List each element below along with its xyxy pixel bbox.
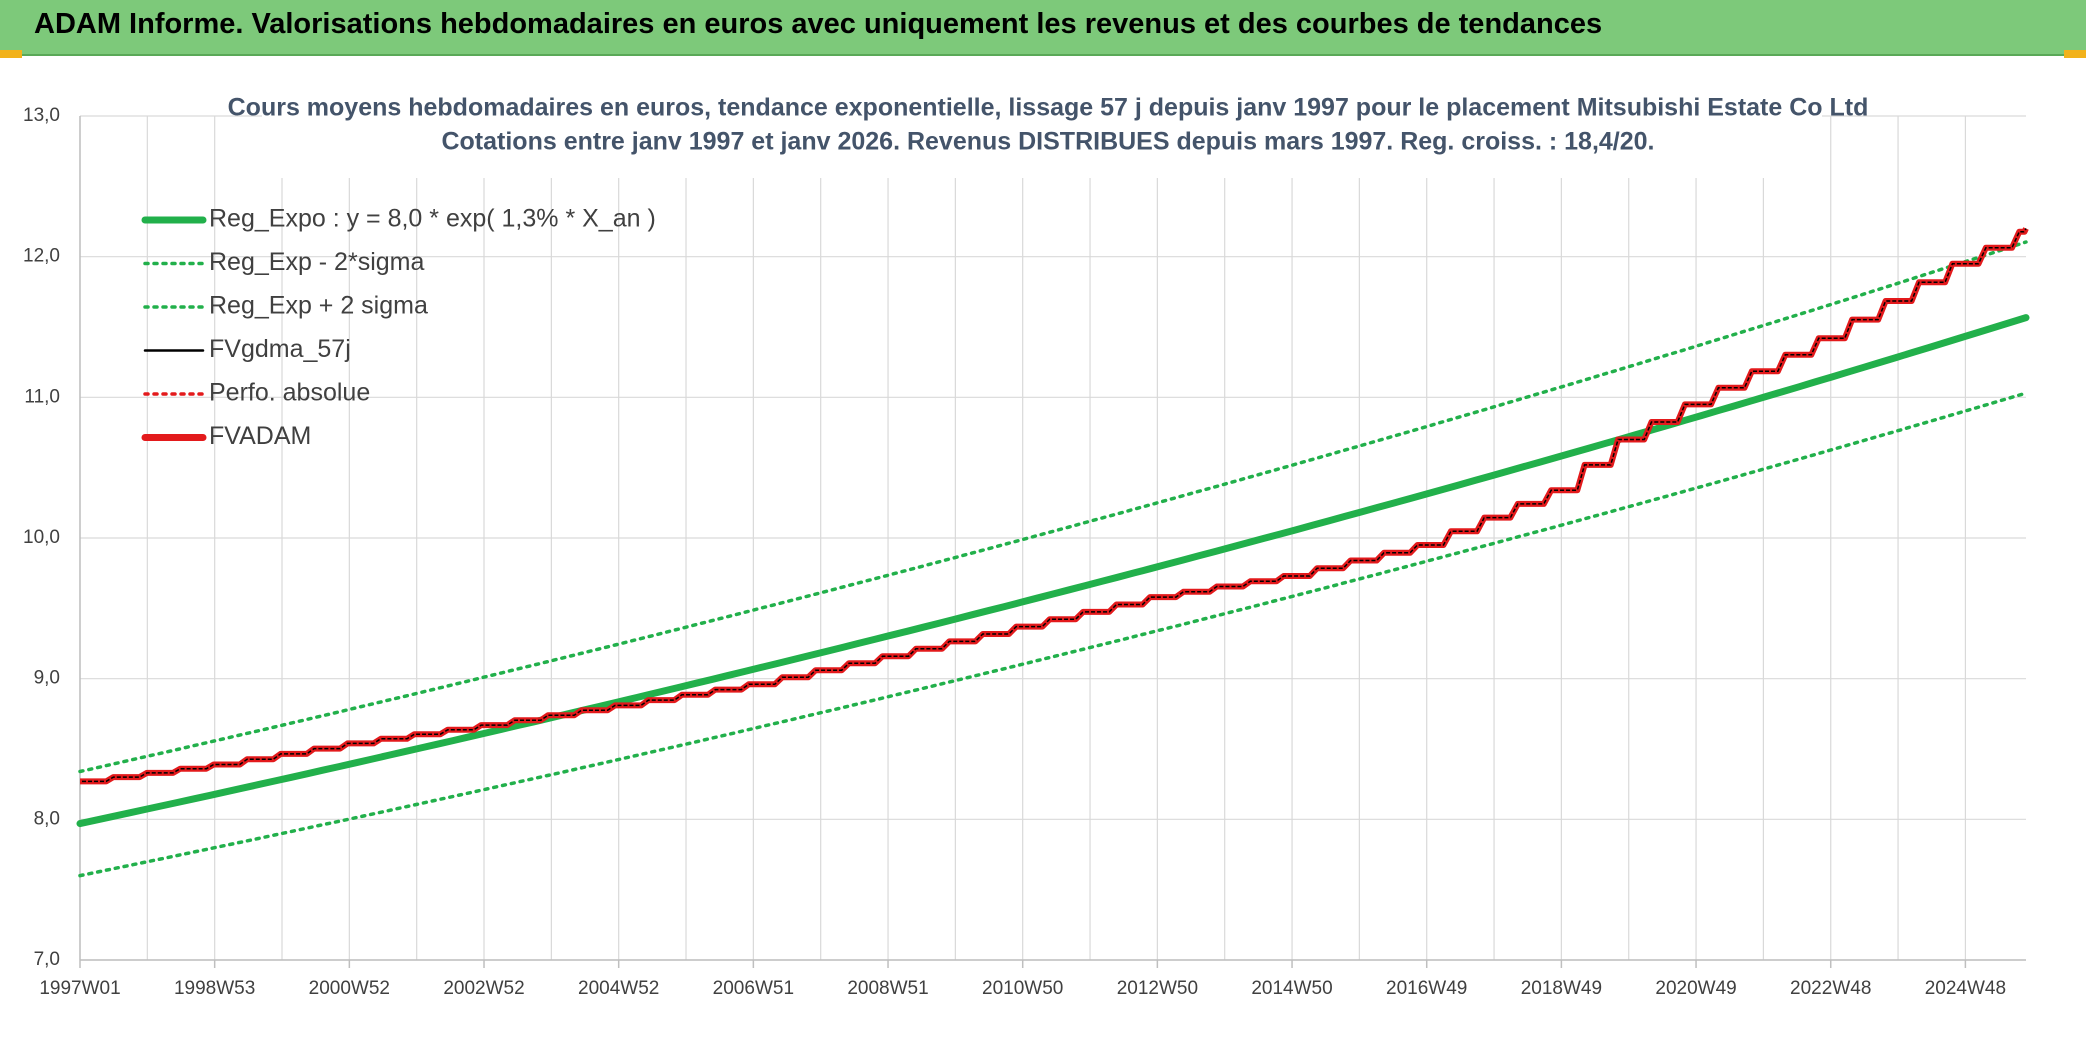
series-line-1 <box>78 391 2028 878</box>
title-backdrop <box>262 88 1822 178</box>
series-line-0 <box>76 314 2030 828</box>
x-tick-label: 1998W53 <box>174 978 255 999</box>
x-tick-label: 2014W50 <box>1251 978 1332 999</box>
report-title: ADAM Informe. Valorisations hebdomadaire… <box>34 8 1603 40</box>
chart-title-line1: Cours moyens hebdomadaires en euros, ten… <box>228 94 1869 122</box>
grid <box>79 115 2026 961</box>
y-tick-label: 9,0 <box>34 668 60 689</box>
series-line-2 <box>78 240 2028 774</box>
legend-label-5: FVADAM <box>209 422 311 450</box>
banner-corner-right <box>2064 50 2086 58</box>
chart-title-line2: Cotations entre janv 1997 et janv 2026. … <box>441 128 1654 156</box>
x-tick-label: 2018W49 <box>1521 978 1602 999</box>
x-tick-label: 2016W49 <box>1386 978 1467 999</box>
y-tick-label: 10,0 <box>23 527 60 548</box>
x-tick-label: 2008W51 <box>847 978 928 999</box>
x-tick-label: 2012W50 <box>1117 978 1198 999</box>
y-tick-label: 13,0 <box>23 105 60 126</box>
x-tick-label: 2002W52 <box>443 978 524 999</box>
x-tick-label: 2020W49 <box>1655 978 1736 999</box>
x-tick-label: 2006W51 <box>713 978 794 999</box>
y-axis-ticks: 7,0 8,0 9,0 10,0 11,0 12,0 13,0 <box>23 105 60 970</box>
x-tick-label: 2022W48 <box>1790 978 1871 999</box>
x-tick-label: 2010W50 <box>982 978 1063 999</box>
x-tick-label: 2004W52 <box>578 978 659 999</box>
legend: Reg_Expo : y = 8,0 * exp( 1,3% * X_an ) R… <box>141 205 656 450</box>
y-tick-label: 11,0 <box>24 386 60 407</box>
y-tick-label: 8,0 <box>34 808 60 829</box>
legend-label-0: Reg_Expo : y = 8,0 * exp( 1,3% * X_an ) <box>209 205 656 233</box>
x-tick-label: 1997W01 <box>39 978 120 999</box>
y-tick-label: 7,0 <box>34 949 60 970</box>
legend-label-2: Reg_Exp + 2 sigma <box>209 292 428 320</box>
legend-label-1: Reg_Exp - 2*sigma <box>209 248 424 276</box>
x-tick-label: 2024W48 <box>1925 978 2006 999</box>
chart: 7,0 8,0 9,0 10,0 11,0 12,0 13,0 1997W01 1998W53… <box>23 88 2030 999</box>
series-lines <box>76 227 2030 878</box>
legend-label-4: Perfo. absolue <box>209 379 370 407</box>
legend-label-3: FVgdma_57j <box>209 335 351 363</box>
y-tick-label: 12,0 <box>23 246 60 267</box>
x-axis-ticks: 1997W01 1998W53 2000W52 2002W52 2004W52 2006W… <box>39 960 2006 999</box>
banner-corner-left <box>0 50 22 58</box>
x-tick-label: 2000W52 <box>309 978 390 999</box>
report-banner: ADAM Informe. Valorisations hebdomadaire… <box>0 0 2086 56</box>
series-line-perfo <box>80 228 2027 783</box>
